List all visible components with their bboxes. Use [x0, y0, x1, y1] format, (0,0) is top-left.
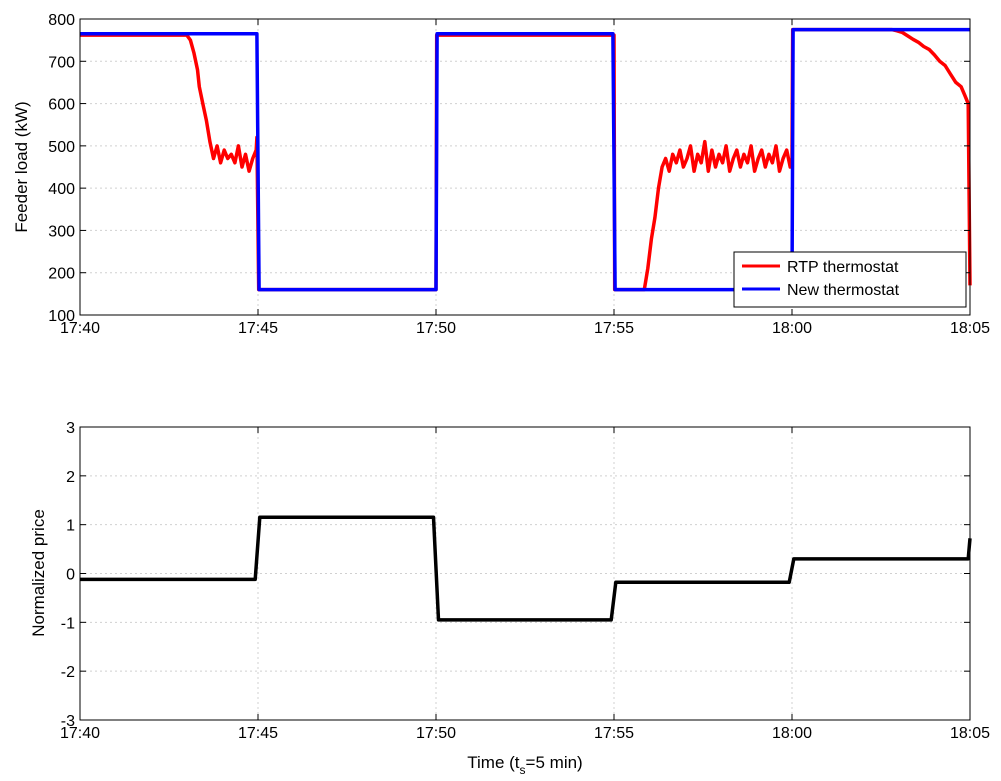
bottom-x-tick-label: 17:40 [60, 725, 100, 742]
top-plot-frame [79, 18, 971, 316]
bottom-x-axis-label: Time (ts=5 min) [467, 753, 582, 777]
feeder-load-chart: 17:40 17:45 17:50 17:55 18:00 18:05 100 200 300 4… [12, 12, 990, 337]
bottom-series [80, 515, 972, 622]
x-label-subscript: s [520, 763, 526, 777]
top-y-tick-label: 200 [48, 266, 75, 283]
top-y-tick-label: 300 [48, 223, 75, 240]
top-x-tick-label: 17:55 [594, 320, 634, 337]
top-ticks: 17:40 17:45 17:50 17:55 18:00 18:05 100 200 300 4… [48, 12, 990, 337]
bottom-x-tick-label: 18:00 [772, 725, 812, 742]
bottom-series-line-price [80, 515, 972, 622]
bottom-y-tick-label: 1 [66, 518, 75, 535]
bottom-y-tick-label: -3 [61, 713, 75, 730]
bottom-y-tick-label: -2 [61, 664, 75, 681]
legend-label-rtp: RTP thermostat [787, 259, 899, 276]
top-x-tick-label: 17:50 [416, 320, 456, 337]
top-series [80, 27, 972, 292]
top-series-line-new-thermostat [80, 27, 970, 292]
legend-box [733, 251, 967, 308]
bottom-x-tick-label: 17:50 [416, 725, 456, 742]
top-y-tick-label: 700 [48, 54, 75, 71]
bottom-ticks: 17:40 17:45 17:50 17:55 18:00 18:05 -3 -2 -1 0 1 2 3 [60, 420, 990, 742]
top-y-axis-label: Feeder load (kW) [12, 101, 31, 232]
x-label-prefix: Time (t [467, 753, 520, 772]
top-y-tick-label: 800 [48, 12, 75, 29]
top-x-tick-label: 18:05 [950, 320, 990, 337]
bottom-y-tick-label: 2 [66, 469, 75, 486]
top-y-tick-label: 500 [48, 139, 75, 156]
normalized-price-chart: 17:40 17:45 17:50 17:55 18:00 18:05 -3 -2 -1 0 1 2 3… [29, 420, 990, 777]
top-x-tick-label: 17:45 [238, 320, 278, 337]
bottom-y-tick-label: -1 [61, 615, 75, 632]
bottom-y-tick-label: 0 [66, 567, 75, 584]
legend: RTP thermostat New thermostat [733, 251, 967, 308]
top-x-tick-label: 17:40 [60, 320, 100, 337]
legend-label-new: New thermostat [787, 282, 900, 299]
top-series-line-rtp-thermostat [80, 27, 972, 292]
top-x-tick-label: 18:00 [772, 320, 812, 337]
top-y-tick-label: 100 [48, 308, 75, 325]
x-label-suffix: =5 min) [526, 753, 583, 772]
bottom-x-tick-label: 18:05 [950, 725, 990, 742]
bottom-y-axis-label: Normalized price [29, 509, 48, 637]
bottom-x-tick-label: 17:55 [594, 725, 634, 742]
bottom-x-tick-label: 17:45 [238, 725, 278, 742]
top-y-tick-label: 400 [48, 181, 75, 198]
bottom-y-tick-label: 3 [66, 420, 75, 437]
top-y-tick-label: 600 [48, 97, 75, 114]
